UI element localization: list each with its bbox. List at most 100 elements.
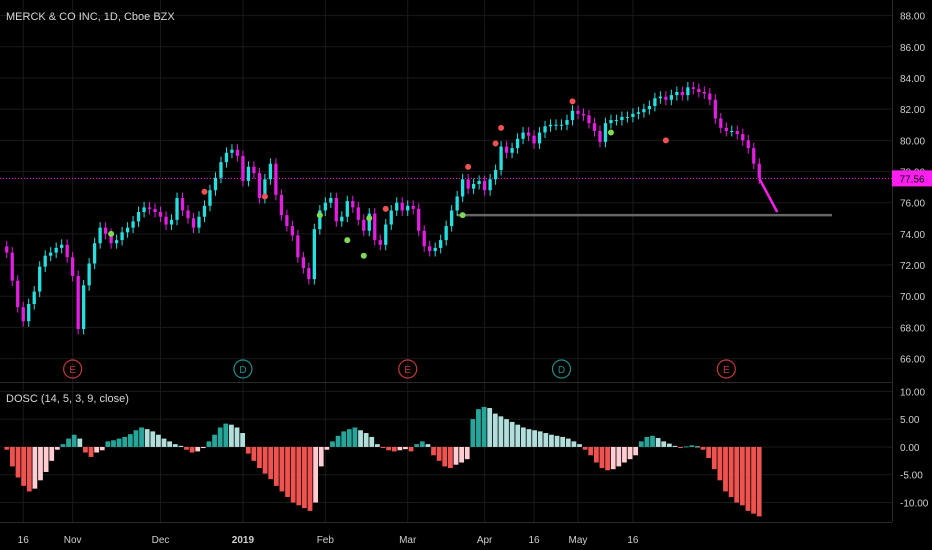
candle [428,240,432,257]
dividend-marker[interactable]: D [233,359,253,379]
candle [631,108,635,123]
indicator-tick-label: -5.00 [900,471,923,482]
candle [147,201,152,215]
earnings-marker[interactable]: E [398,359,418,379]
histogram-bar [195,446,201,452]
candle [598,125,602,148]
candle [543,120,547,138]
histogram-bar [661,441,667,447]
candle [444,220,448,246]
candle [439,234,443,254]
candle [592,117,597,137]
candle [636,106,641,120]
histogram-bar [739,446,745,506]
histogram-bar [711,446,717,470]
candle [125,222,130,238]
indicator-axis[interactable]: 10.00 5.00 0.00 -5.00 -10.00 [900,387,929,509]
histogram-bar [369,436,375,447]
time-tick-label: Apr [477,535,493,546]
histogram-bar [4,446,10,450]
signal-dot [498,124,505,131]
candle [186,205,190,224]
histogram-bar [504,419,509,447]
candle [378,234,382,251]
last-price-label: 77.56 [899,174,924,185]
candle [38,261,42,298]
histogram-bar [616,446,622,467]
indicator-tick-label: 10.00 [900,387,925,398]
candle [274,158,278,201]
candle [54,242,58,259]
histogram-bar [414,444,420,447]
histogram-bar [223,423,229,447]
histogram-bar [436,446,442,461]
histogram-bar [459,446,464,463]
candle [329,192,333,209]
histogram-bar [268,446,274,480]
candle [65,239,69,263]
candle [81,279,86,335]
histogram-bar [167,441,173,447]
histogram-bar [554,435,560,447]
histogram-bar [38,446,43,481]
candle [708,88,712,106]
indicator-tick-label: 0.00 [900,443,920,454]
candle [32,286,36,310]
price-tick-label: 76.00 [900,199,925,210]
histogram-bar [21,446,27,486]
histogram-bar [689,445,695,447]
histogram-bar [487,408,493,447]
candle [642,103,646,118]
histogram-bar [419,441,425,447]
price-tick-label: 74.00 [900,230,925,241]
time-tick-label: 16 [627,535,639,546]
histogram-bar [622,446,627,463]
projection-line [758,177,779,213]
histogram-bar [374,444,380,447]
histogram-bar [537,431,543,447]
time-axis[interactable]: 16 Nov Dec 2019 Feb Mar Apr 16 May 16 [18,535,639,546]
candle [235,144,240,162]
histogram-bar [285,446,290,497]
earnings-marker[interactable]: E [63,359,83,379]
histogram-bar [273,446,279,486]
candle [219,156,223,184]
histogram-bar [99,446,105,451]
candle [400,197,404,216]
histogram-bar [262,446,268,474]
candle [521,127,525,145]
candle [323,197,327,216]
earnings-marker[interactable]: E [716,359,736,379]
signal-dot [366,215,373,222]
histogram-bar [150,431,156,447]
candle [92,237,97,269]
histogram-bar [599,446,605,469]
histogram-bar [184,446,189,450]
signal-dot [316,212,323,219]
histogram-bar [756,446,762,517]
candle [5,240,9,259]
candle [356,201,360,226]
histogram-bar [638,441,644,447]
histogram-bar [60,444,66,447]
histogram-bar [543,433,549,447]
histogram-bar [324,446,330,450]
histogram-bar [122,436,128,447]
time-tick-label: 2019 [232,535,255,546]
histogram-bar [71,434,77,447]
signal-dots [108,98,669,259]
histogram-bar [549,434,554,447]
candle [312,223,316,285]
candle [450,205,454,232]
candle [60,239,64,254]
histogram-bar [161,438,167,447]
candle [735,125,739,140]
histogram-bar [66,438,71,447]
dividend-marker[interactable]: D [551,359,572,379]
candle [21,301,25,327]
svg-text:E: E [404,365,411,376]
candle [730,125,734,137]
candle [76,270,80,335]
